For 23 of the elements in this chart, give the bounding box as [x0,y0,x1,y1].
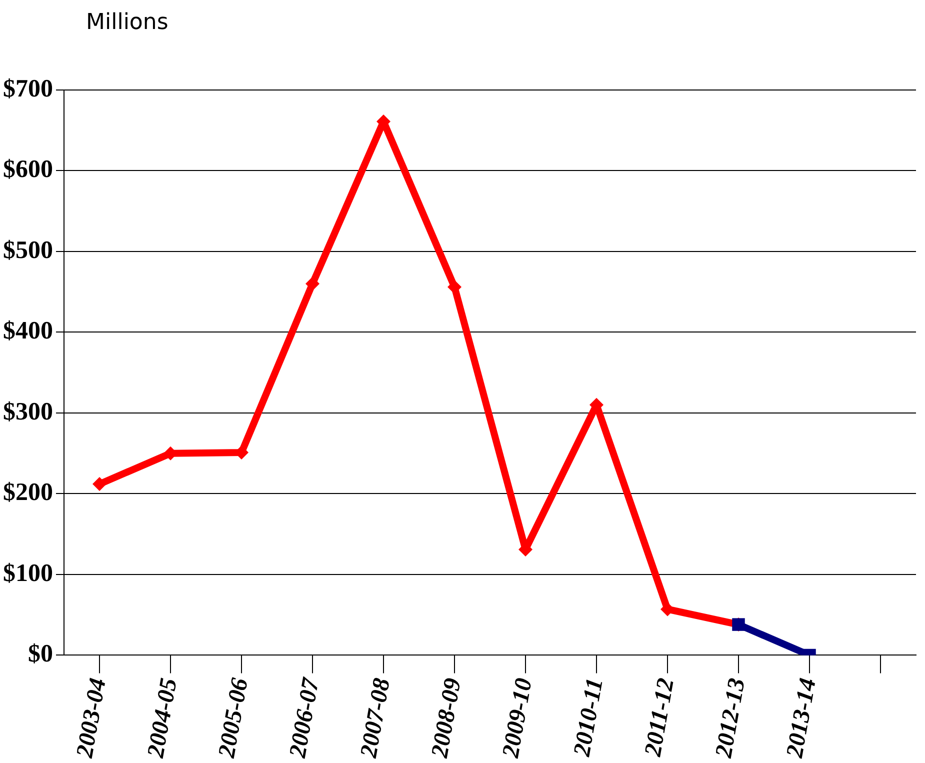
y-tick-label: $400 [3,318,53,345]
y-tick-label: $200 [3,479,53,506]
point [306,276,320,291]
x-tick-label: 2009-10 [498,676,538,761]
y-tick-label: $600 [3,156,53,184]
point [660,602,674,616]
x-tick-label: 2012-13 [710,676,751,761]
x-tick-label: 2006-07 [284,675,325,761]
y-tick-label: $300 [3,398,53,426]
y-tick-label: $0 [28,640,53,668]
x-tick-label: 2003-04 [72,676,112,761]
x-tick-label: 2008-09 [426,676,467,761]
x-tick-label: 2007-08 [356,676,396,761]
point [92,477,106,492]
x-tick-label: 2010-11 [569,676,609,760]
y-tick-label: $700 [3,75,53,102]
y-tick-label: $100 [3,560,53,587]
x-tick-label: 2011-12 [640,676,680,760]
y-tick-label: $500 [3,236,53,264]
y-axis-title: Millions [86,10,168,35]
x-tick-label: 2013-14 [782,676,822,761]
x-tick-label: 2004-05 [142,676,183,761]
x-tick-label: 2005-06 [214,676,254,761]
